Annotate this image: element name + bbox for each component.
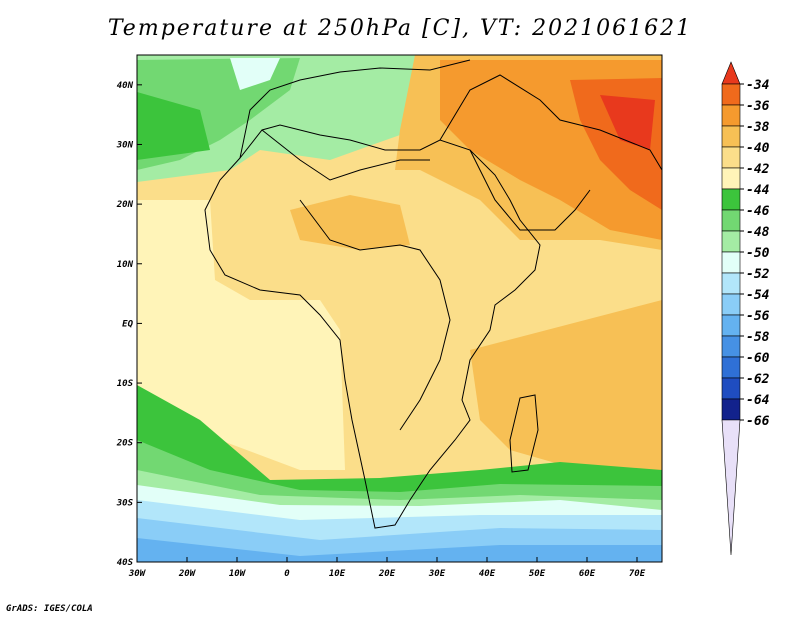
colorbar-label: -48 xyxy=(746,225,770,240)
x-tick-label: 20W xyxy=(178,569,197,579)
colorbar-cell xyxy=(721,188,741,211)
x-tick-label: 0 xyxy=(284,569,290,579)
x-tick-label: 10W xyxy=(229,569,247,579)
temperature-field xyxy=(137,55,662,562)
map-frame xyxy=(136,54,663,563)
colorbar-cell xyxy=(721,167,741,190)
colorbar-label: -36 xyxy=(746,99,770,114)
colorbar-bottom-triangle xyxy=(721,419,741,556)
colorbar: -34 -36 -38 -40 -42 -44 -46 -48 -50 -52 -54 -56 -58 -… xyxy=(721,61,770,556)
colorbar-label: -42 xyxy=(746,162,770,177)
x-tick-label: 40E xyxy=(479,569,496,579)
chart-title: Temperature at 250hPa [C], VT: 202106162… xyxy=(107,16,693,41)
colorbar-top-triangle xyxy=(721,61,741,85)
x-tick-label: 60E xyxy=(579,569,596,579)
colorbar-cell xyxy=(721,272,741,295)
country-borders-central xyxy=(299,199,451,431)
colorbar-cell xyxy=(721,146,741,169)
colorbar-cell xyxy=(721,356,741,379)
coastlines xyxy=(204,59,662,529)
colorbar-cell xyxy=(721,335,741,358)
x-tick-label: 50E xyxy=(529,569,546,579)
colorbar-label: -38 xyxy=(746,120,770,135)
colorbar-cell xyxy=(721,251,741,274)
country-borders xyxy=(261,129,430,181)
madagascar-outline xyxy=(509,394,539,473)
x-tick-label: 30E xyxy=(428,569,446,579)
colorbar-cell xyxy=(721,377,741,400)
x-axis-ticks: 30W 20W 10W 0 10E 20E 30E 40E 50E 60E 70E xyxy=(128,557,646,579)
colorbar-label: -46 xyxy=(746,204,770,219)
europe-coast-outline xyxy=(239,59,471,159)
y-tick-label: 10N xyxy=(117,260,134,270)
colorbar-cell xyxy=(721,314,741,337)
x-tick-label: 30W xyxy=(128,569,147,579)
x-tick-label: 20E xyxy=(378,569,396,579)
colorbar-label: -66 xyxy=(746,414,770,429)
y-tick-label: 40S xyxy=(117,558,134,568)
africa-outline xyxy=(204,124,541,529)
colorbar-label: -60 xyxy=(746,351,770,366)
colorbar-label: -44 xyxy=(746,183,770,198)
y-tick-label: 40N xyxy=(117,81,134,91)
colorbar-label: -40 xyxy=(746,141,770,156)
colorbar-cell xyxy=(721,209,741,232)
colorbar-cell xyxy=(721,398,741,421)
colorbar-label: -52 xyxy=(746,267,770,282)
y-tick-label: EQ xyxy=(122,319,133,329)
colorbar-cell xyxy=(721,230,741,253)
y-tick-label: 30S xyxy=(116,498,134,508)
y-axis-ticks: 40N 30N 20N 10N EQ 10S 20S 30S 40S xyxy=(116,81,142,568)
y-tick-label: 20S xyxy=(116,439,134,449)
arabian-peninsula-outline xyxy=(469,149,591,231)
colorbar-cell xyxy=(721,293,741,316)
colorbar-cell xyxy=(721,83,741,106)
middle-east-outline xyxy=(439,74,662,171)
y-tick-label: 30N xyxy=(116,140,134,150)
colorbar-label: -64 xyxy=(746,393,770,408)
y-tick-label: 10S xyxy=(117,379,134,389)
x-tick-label: 70E xyxy=(629,569,646,579)
colorbar-label: -58 xyxy=(746,330,770,345)
y-tick-label: 20N xyxy=(116,200,134,210)
credit-text: GrADS: IGES/COLA xyxy=(6,604,93,614)
colorbar-cell xyxy=(721,104,741,127)
colorbar-label: -54 xyxy=(746,288,770,303)
colorbar-label: -56 xyxy=(746,309,770,324)
colorbar-label: -50 xyxy=(746,246,770,261)
colorbar-label: -62 xyxy=(746,372,770,387)
x-tick-label: 10E xyxy=(329,569,346,579)
colorbar-label: -34 xyxy=(746,78,770,93)
colorbar-cell xyxy=(721,125,741,148)
